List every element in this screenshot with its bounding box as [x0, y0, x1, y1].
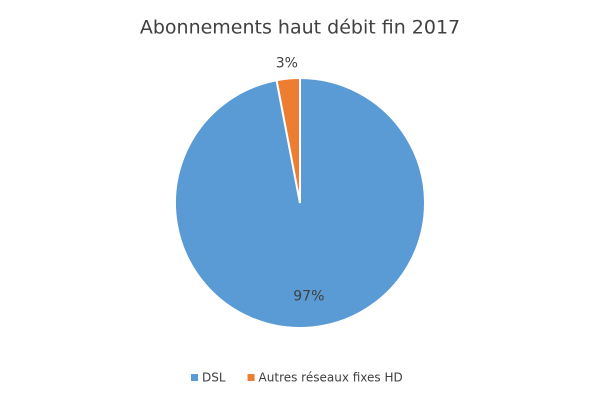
- legend-swatch: [191, 374, 198, 381]
- data-label: 97%: [293, 288, 324, 304]
- legend-label: DSL: [202, 371, 226, 385]
- legend-swatch: [247, 374, 255, 381]
- chart-title: Abonnements haut débit fin 2017: [140, 17, 460, 39]
- pie-slice: [275, 76, 301, 204]
- legend-label: Autres réseaux fixes HD: [259, 371, 403, 385]
- data-label: 3%: [276, 56, 298, 72]
